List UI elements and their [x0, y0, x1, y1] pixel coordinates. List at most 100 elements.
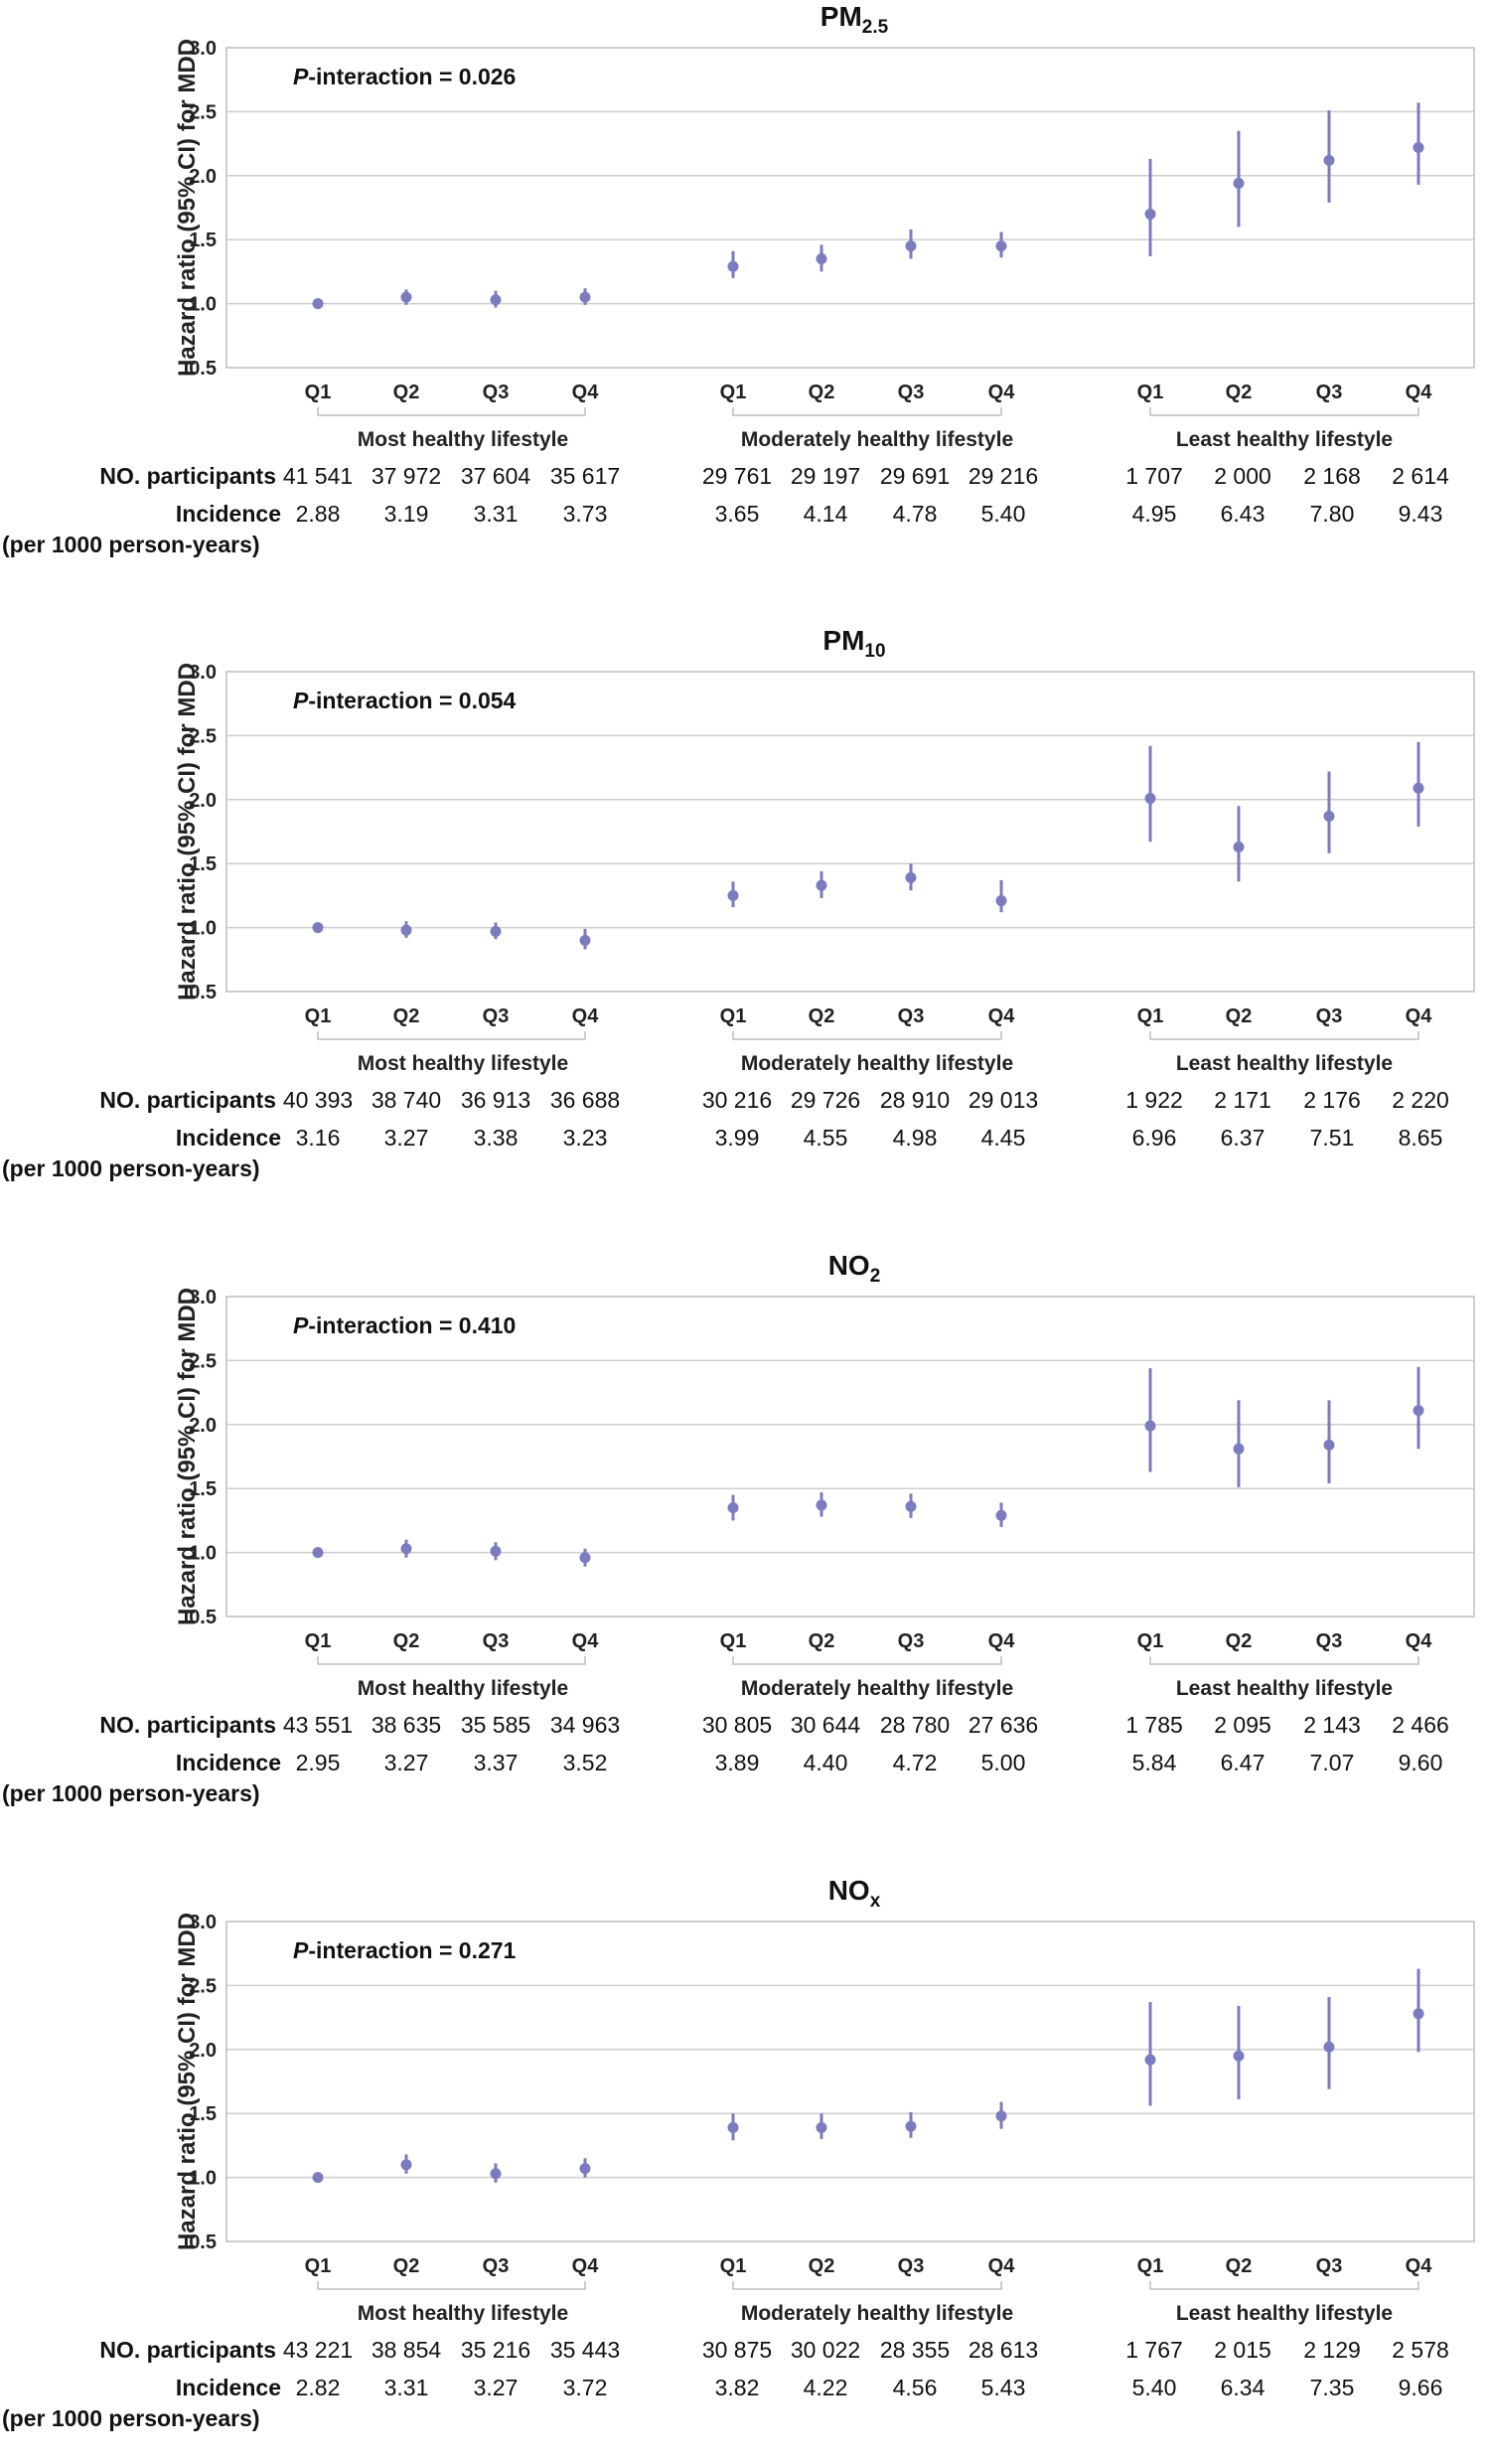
- hr-point-q4: [995, 1509, 1007, 1521]
- participants-cell: 29 761: [702, 463, 772, 489]
- incidence-cell: 3.27: [474, 2375, 519, 2400]
- quartile-label: Q2: [393, 2255, 420, 2277]
- incidence-cell: 4.45: [981, 1125, 1026, 1151]
- incidence-cell: 9.66: [1399, 2375, 1443, 2400]
- quartile-label: Q1: [1137, 382, 1164, 403]
- participants-cell: 34 963: [550, 1712, 620, 1738]
- quartile-label: Q1: [305, 1005, 332, 1027]
- quartile-label: Q2: [393, 1630, 420, 1652]
- incidence-row-label: Incidence: [176, 501, 281, 527]
- group-label: Moderately healthy lifestyle: [741, 2302, 1013, 2325]
- quartile-label: Q3: [1316, 1005, 1343, 1027]
- participants-cell: 35 216: [461, 2337, 530, 2363]
- participants-cell: 29 216: [968, 463, 1038, 489]
- incidence-cell: 7.35: [1310, 2375, 1355, 2400]
- y-tick-label: 1.5: [189, 853, 217, 875]
- participants-cell: 28 910: [880, 1087, 950, 1113]
- plot-frame: [225, 671, 1475, 993]
- group-bracket: [317, 1656, 586, 1665]
- quartile-label: Q1: [720, 382, 747, 403]
- incidence-cell: 8.65: [1399, 1125, 1443, 1151]
- participants-cell: 29 197: [791, 463, 860, 489]
- participants-cell: 2 168: [1303, 463, 1361, 489]
- participants-cell: 2 171: [1214, 1087, 1271, 1113]
- incidence-cell: 3.37: [474, 1750, 519, 1775]
- p-interaction: P-interaction = 0.054: [293, 688, 517, 713]
- incidence-cell: 2.95: [296, 1750, 341, 1775]
- p-interaction: P-interaction = 0.410: [293, 1312, 516, 1338]
- quartile-label: Q3: [1316, 2255, 1343, 2277]
- incidence-cell: 4.56: [893, 2375, 938, 2400]
- quartile-label: Q2: [1226, 382, 1253, 403]
- incidence-cell: 7.51: [1310, 1125, 1355, 1151]
- hr-point-q2: [1233, 178, 1245, 190]
- group-bracket: [732, 407, 1002, 416]
- group-bracket: [1149, 1656, 1419, 1665]
- hr-point-q1: [1144, 1420, 1156, 1432]
- participants-cell: 30 022: [791, 2337, 860, 2363]
- incidence-cell: 6.43: [1221, 501, 1266, 527]
- group-label: Most healthy lifestyle: [358, 1052, 568, 1075]
- incidence-unit-label: (per 1000 person-years): [2, 2405, 260, 2431]
- hr-point-q3: [1323, 1439, 1335, 1451]
- hr-point-q1: [312, 298, 324, 310]
- hr-point-q1: [312, 1547, 324, 1559]
- hr-point-q1: [312, 922, 324, 934]
- p-interaction-value: -interaction = 0.410: [308, 1312, 516, 1338]
- p-interaction-symbol: P: [293, 688, 309, 713]
- group-bracket: [317, 2281, 586, 2290]
- group-label: Most healthy lifestyle: [358, 1677, 568, 1700]
- quartile-label: Q3: [898, 1630, 925, 1652]
- participants-cell: 2 578: [1392, 2337, 1449, 2363]
- quartile-label: Q2: [1226, 2255, 1253, 2277]
- panel-title: PM2.5: [820, 1, 889, 38]
- incidence-cell: 5.84: [1132, 1750, 1177, 1775]
- group-bracket: [1149, 1031, 1419, 1040]
- quartile-label: Q4: [1406, 2255, 1433, 2277]
- hr-point-q2: [400, 291, 412, 303]
- p-interaction: P-interaction = 0.271: [293, 1937, 517, 1963]
- y-tick-label: 2.0: [189, 790, 217, 812]
- group-bracket: [732, 2281, 1002, 2290]
- incidence-cell: 7.80: [1310, 501, 1355, 527]
- p-interaction: P-interaction = 0.026: [293, 64, 516, 89]
- hr-point-q3: [1323, 2041, 1335, 2053]
- quartile-label: Q1: [305, 2255, 332, 2277]
- y-tick-label: 2.5: [189, 725, 217, 747]
- participants-cell: 43 221: [283, 2337, 353, 2363]
- hr-point-q3: [905, 1500, 917, 1512]
- quartile-label: Q2: [809, 382, 835, 403]
- quartile-label: Q4: [988, 382, 1016, 403]
- p-interaction-symbol: P: [293, 1937, 309, 1963]
- panel-title-subscript: 2: [870, 1266, 881, 1287]
- group-label: Moderately healthy lifestyle: [741, 428, 1013, 451]
- group-label: Most healthy lifestyle: [358, 2302, 568, 2325]
- quartile-label: Q1: [1137, 1630, 1164, 1652]
- incidence-cell: 4.40: [804, 1750, 848, 1775]
- hr-point-q2: [816, 253, 827, 265]
- y-tick-label: 2.0: [189, 166, 217, 188]
- incidence-cell: 4.55: [804, 1125, 848, 1151]
- hr-point-q3: [905, 871, 917, 883]
- quartile-label: Q3: [898, 1005, 925, 1027]
- quartile-label: Q2: [393, 382, 420, 403]
- quartile-label: Q2: [809, 1005, 835, 1027]
- hr-point-q2: [816, 879, 827, 891]
- plot-frame: [225, 47, 1475, 369]
- incidence-cell: 3.72: [563, 2375, 608, 2400]
- panel-title: NO2: [828, 1250, 881, 1287]
- quartile-label: Q4: [1406, 382, 1433, 403]
- p-interaction-value: -interaction = 0.026: [308, 64, 516, 89]
- y-tick-label: 3.0: [189, 662, 217, 684]
- panel-title: PM10: [822, 625, 885, 662]
- group-label: Moderately healthy lifestyle: [741, 1677, 1013, 1700]
- y-tick-label: 2.0: [189, 2040, 217, 2062]
- y-tick-label: 2.5: [189, 101, 217, 123]
- hr-point-q2: [1233, 841, 1245, 852]
- group-bracket: [732, 1656, 1002, 1665]
- hr-point-q4: [1413, 141, 1424, 153]
- y-tick-label: 2.0: [189, 1415, 217, 1437]
- participants-row-label: NO. participants: [99, 2337, 276, 2363]
- participants-cell: 2 129: [1303, 2337, 1361, 2363]
